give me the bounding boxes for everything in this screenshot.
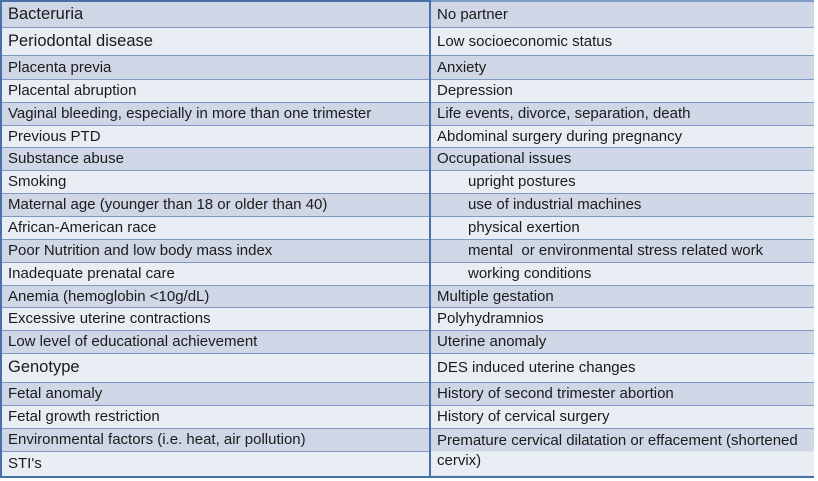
table-row: Poor Nutrition and low body mass index m… <box>0 239 814 263</box>
table-row: Genotype DES induced uterine changes <box>0 353 814 383</box>
table-cell: Abdominal surgery during pregnancy <box>430 125 814 148</box>
table-cell: Genotype <box>0 353 431 383</box>
table-row: Low level of educational achievement Ute… <box>0 330 814 354</box>
table-cell: Inadequate prenatal care <box>0 262 431 286</box>
table-cell: Substance abuse <box>0 147 431 171</box>
table-row: Vaginal bleeding, especially in more tha… <box>0 102 814 126</box>
table-cell: Depression <box>430 79 814 103</box>
table-cell: Placental abruption <box>0 79 431 103</box>
table-row: Inadequate prenatal care working conditi… <box>0 262 814 286</box>
table-cell: DES induced uterine changes <box>430 353 814 383</box>
table-row: Periodontal disease Low socioeconomic st… <box>0 27 814 56</box>
table-cell: Fetal growth restriction <box>0 405 431 429</box>
table-cell: Low socioeconomic status <box>430 27 814 56</box>
table-cell: Environmental factors (i.e. heat, air po… <box>0 428 431 452</box>
table-cell: History of second trimester abortion <box>430 382 814 406</box>
table-cell: Maternal age (younger than 18 or older t… <box>0 193 431 217</box>
table-cell: Excessive uterine contractions <box>0 307 431 331</box>
table-row: Placental abruption Depression <box>0 79 814 103</box>
table-cell: History of cervical surgery <box>430 405 814 429</box>
table-row: Fetal anomaly History of second trimeste… <box>0 382 814 406</box>
table-cell: working conditions <box>430 262 814 286</box>
table-cell: African-American race <box>0 216 431 240</box>
table-cell: Previous PTD <box>0 125 431 148</box>
table-cell: Polyhydramnios <box>430 307 814 331</box>
table-cell: Occupational issues <box>430 147 814 171</box>
table-row: Placenta previa Anxiety <box>0 55 814 80</box>
table-cell: use of industrial machines <box>430 193 814 217</box>
table-cell: Poor Nutrition and low body mass index <box>0 239 431 263</box>
table-cell: Low level of educational achievement <box>0 330 431 354</box>
table-cell: physical exertion <box>430 216 814 240</box>
table-row: Excessive uterine contractions Polyhydra… <box>0 307 814 331</box>
table-row: Environmental factors (i.e. heat, air po… <box>0 428 814 478</box>
table-row: Smoking upright postures <box>0 170 814 194</box>
table-cell: Life events, divorce, separation, death <box>430 102 814 126</box>
table-cell: Bacteruria <box>0 0 431 28</box>
table-cell: upright postures <box>430 170 814 194</box>
table-row: Bacteruria No partner <box>0 0 814 28</box>
table-cell: Placenta previa <box>0 55 431 80</box>
table-row: African-American race physical exertion <box>0 216 814 240</box>
table-row: Anemia (hemoglobin <10g/dL) Multiple ges… <box>0 285 814 308</box>
table-row: Substance abuse Occupational issues <box>0 147 814 171</box>
table-row: Maternal age (younger than 18 or older t… <box>0 193 814 217</box>
table-cell: Anemia (hemoglobin <10g/dL) <box>0 285 431 308</box>
table-cell: No partner <box>430 0 814 28</box>
table-cell: Vaginal bleeding, especially in more tha… <box>0 102 431 126</box>
table-cell: Premature cervical dilatation or effacem… <box>430 428 814 478</box>
table-cell: Fetal anomaly <box>0 382 431 406</box>
table-cell: Periodontal disease <box>0 27 431 56</box>
table-cell: Smoking <box>0 170 431 194</box>
table-cell: STI's <box>0 451 431 478</box>
table-cell: Multiple gestation <box>430 285 814 308</box>
table-row: STI's <box>0 451 814 478</box>
table-cell: Uterine anomaly <box>430 330 814 354</box>
table-row: Fetal growth restriction History of cerv… <box>0 405 814 429</box>
table-cell: mental or environmental stress related w… <box>430 239 814 263</box>
table-cell: Anxiety <box>430 55 814 80</box>
table-row: Previous PTD Abdominal surgery during pr… <box>0 125 814 148</box>
